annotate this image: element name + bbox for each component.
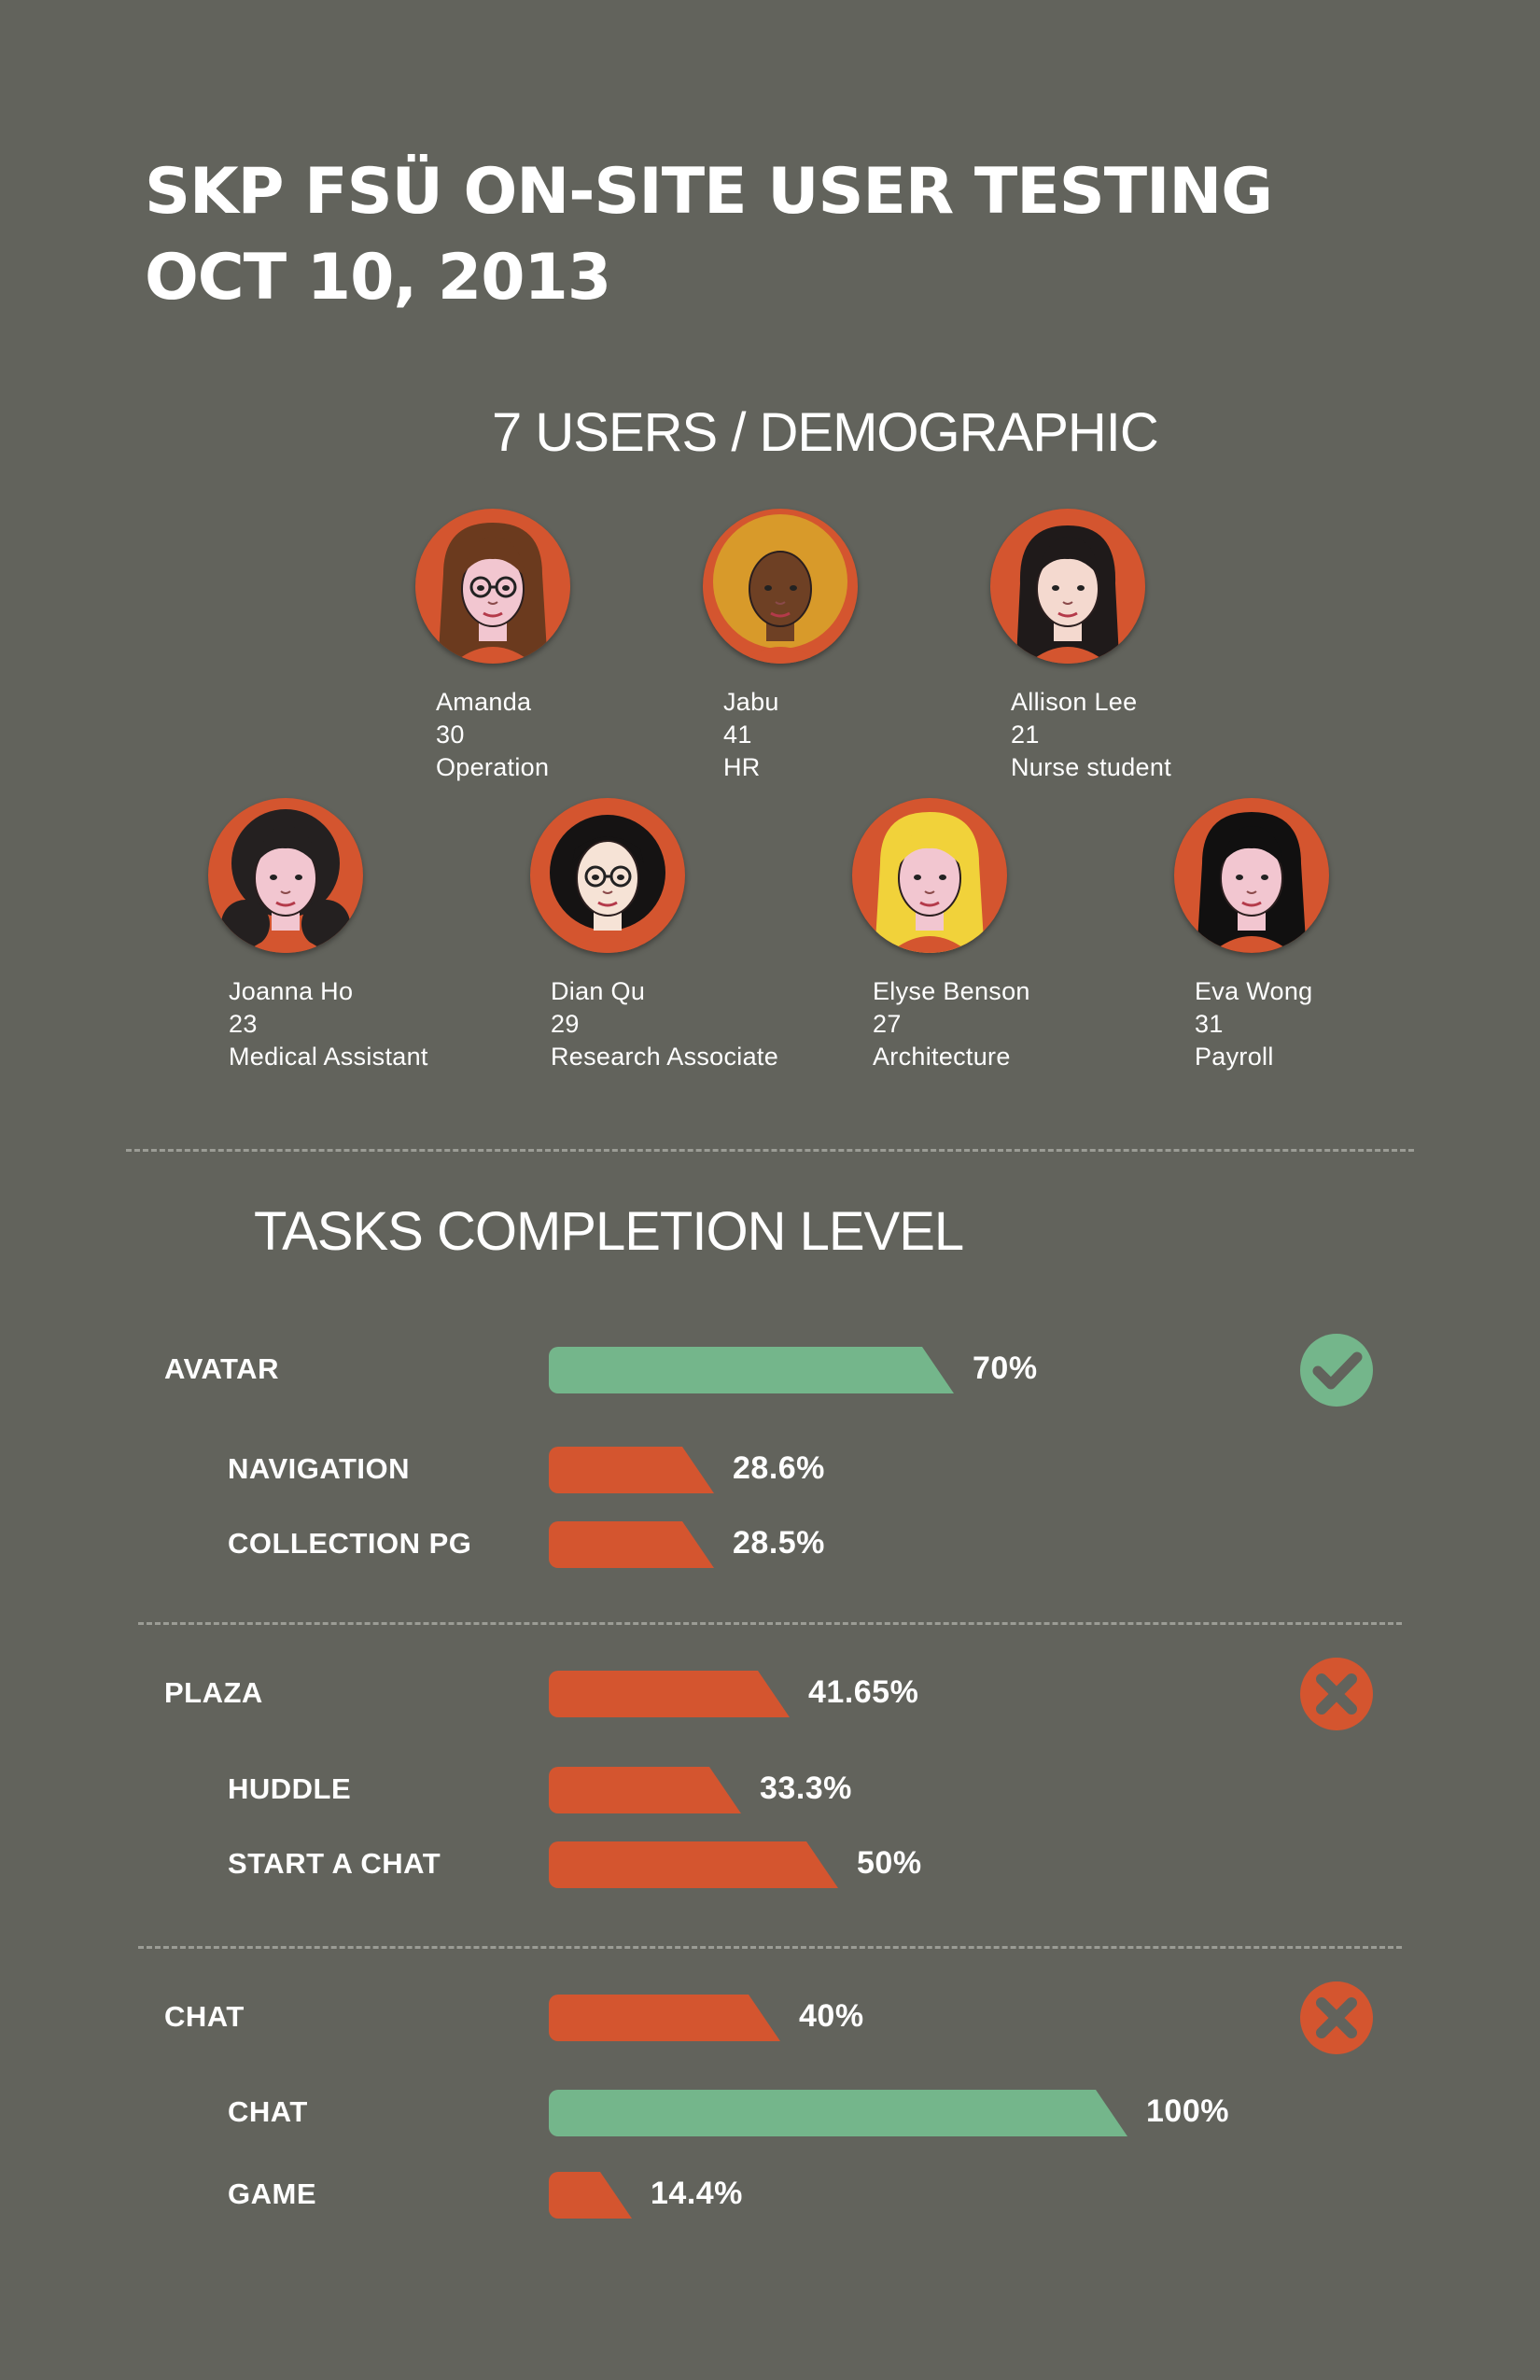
- woman-curly-blonde-hair-icon: [703, 509, 858, 664]
- woman-black-bob-glasses-icon: [530, 798, 685, 953]
- completion-value: 14.4%: [651, 2176, 743, 2211]
- woman-black-curly-hair-icon: [208, 798, 363, 953]
- completion-bar: [549, 1995, 780, 2041]
- user-card: Elyse Benson 27 Architecture: [852, 798, 1123, 1073]
- user-info: Jabu 41 HR: [723, 686, 973, 784]
- completion-value: 28.6%: [733, 1450, 825, 1486]
- user-age: 30: [436, 721, 465, 749]
- x-circle-icon: [1299, 1981, 1374, 2055]
- users-heading: 7 USERS / DEMOGRAPHIC: [492, 402, 1159, 463]
- user-info: Dian Qu 29 Research Associate: [551, 975, 801, 1073]
- user-name: Elyse Benson: [873, 977, 1030, 1005]
- woman-blonde-wavy-hair-icon: [852, 798, 1007, 953]
- user-role: HR: [723, 753, 761, 781]
- user-card: Jabu 41 HR: [703, 509, 973, 784]
- subtask-label: START A CHAT: [228, 1847, 441, 1880]
- user-card: Eva Wong 31 Payroll: [1174, 798, 1445, 1073]
- page-title: SKP FSÜ ON-SITE USER TESTING OCT 10, 201…: [145, 149, 1273, 321]
- user-info: Elyse Benson 27 Architecture: [873, 975, 1123, 1073]
- x-circle-icon: [1299, 1657, 1374, 1731]
- user-name: Amanda: [436, 688, 532, 716]
- completion-bar: [549, 1447, 714, 1493]
- completion-value: 33.3%: [760, 1771, 852, 1806]
- check-circle-icon: [1299, 1333, 1374, 1407]
- user-card: Amanda 30 Operation: [415, 509, 686, 784]
- user-card: Allison Lee 21 Nurse student: [990, 509, 1261, 784]
- user-card: Joanna Ho 23 Medical Assistant: [208, 798, 479, 1073]
- task-group-label: PLAZA: [164, 1676, 263, 1709]
- title-line-2: OCT 10, 2013: [145, 241, 611, 315]
- task-group-label: AVATAR: [164, 1352, 279, 1385]
- completion-value: 100%: [1146, 2093, 1229, 2129]
- user-card: Dian Qu 29 Research Associate: [530, 798, 801, 1073]
- user-info: Eva Wong 31 Payroll: [1195, 975, 1445, 1073]
- user-name: Eva Wong: [1195, 977, 1313, 1005]
- title-line-1: SKP FSÜ ON-SITE USER TESTING: [145, 155, 1273, 229]
- user-age: 41: [723, 721, 752, 749]
- user-role: Payroll: [1195, 1043, 1274, 1071]
- subtask-label: CHAT: [228, 2095, 308, 2128]
- completion-bar: [549, 2090, 1127, 2136]
- user-name: Joanna Ho: [229, 977, 354, 1005]
- user-age: 31: [1195, 1010, 1224, 1038]
- subtask-label: HUDDLE: [228, 1772, 352, 1805]
- subtask-label: GAME: [228, 2177, 316, 2210]
- completion-bar: [549, 1347, 954, 1393]
- woman-brown-hair-glasses-icon: [415, 509, 570, 664]
- user-age: 21: [1011, 721, 1040, 749]
- group-divider: [138, 1622, 1402, 1625]
- completion-value: 28.5%: [733, 1525, 825, 1561]
- completion-value: 70%: [973, 1351, 1038, 1386]
- completion-value: 41.65%: [808, 1674, 919, 1710]
- group-divider: [138, 1946, 1402, 1949]
- user-role: Nurse student: [1011, 753, 1171, 781]
- completion-value: 40%: [799, 1998, 864, 2034]
- subtask-label: COLLECTION PG: [228, 1527, 472, 1560]
- user-info: Allison Lee 21 Nurse student: [1011, 686, 1261, 784]
- tasks-heading: TASKS COMPLETION LEVEL: [254, 1201, 964, 1262]
- user-age: 27: [873, 1010, 902, 1038]
- completion-bar: [549, 1841, 838, 1888]
- subtask-label: NAVIGATION: [228, 1452, 411, 1485]
- user-age: 29: [551, 1010, 580, 1038]
- woman-long-black-hair-icon: [1174, 798, 1329, 953]
- completion-bar: [549, 1767, 741, 1813]
- user-role: Architecture: [873, 1043, 1011, 1071]
- completion-bar: [549, 1521, 714, 1568]
- user-role: Operation: [436, 753, 550, 781]
- user-role: Research Associate: [551, 1043, 779, 1071]
- user-info: Amanda 30 Operation: [436, 686, 686, 784]
- user-info: Joanna Ho 23 Medical Assistant: [229, 975, 479, 1073]
- user-role: Medical Assistant: [229, 1043, 428, 1071]
- user-name: Jabu: [723, 688, 779, 716]
- task-group-label: CHAT: [164, 2000, 245, 2033]
- completion-bar: [549, 2172, 632, 2219]
- completion-value: 50%: [857, 1845, 922, 1881]
- section-divider: [126, 1149, 1414, 1152]
- user-name: Dian Qu: [551, 977, 646, 1005]
- completion-bar: [549, 1671, 790, 1717]
- user-age: 23: [229, 1010, 258, 1038]
- woman-black-hair-bangs-icon: [990, 509, 1145, 664]
- user-name: Allison Lee: [1011, 688, 1138, 716]
